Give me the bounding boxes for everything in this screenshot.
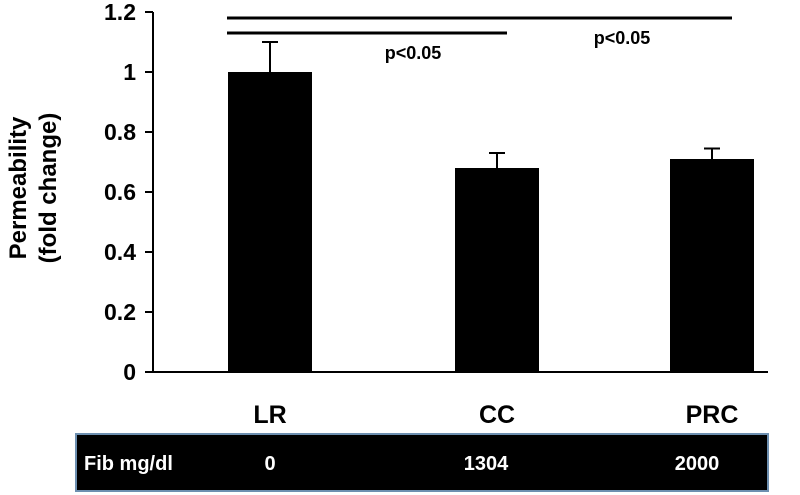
y-tick-label: 1.2 — [104, 0, 136, 25]
fibrinogen-table: Fib mg/dl 0 1304 2000 — [75, 433, 769, 492]
table-value: 1304 — [464, 453, 509, 475]
y-tick-label: 0.8 — [104, 119, 136, 145]
y-axis-title-line1: Permeability — [5, 116, 32, 259]
bar-prc — [670, 159, 754, 372]
y-axis-title-line2: (fold change) — [35, 113, 62, 264]
table-value: 0 — [264, 453, 275, 475]
y-tick-label: 0.4 — [104, 239, 136, 265]
y-tick-label: 0.2 — [104, 299, 136, 325]
bar-cc — [455, 168, 539, 372]
table-background — [75, 433, 769, 492]
axes — [152, 12, 768, 373]
x-category-label: PRC — [686, 401, 739, 429]
y-tick-label: 0.6 — [104, 179, 136, 205]
significance-label: p<0.05 — [385, 43, 442, 63]
y-axis-title: Permeability (fold change) — [5, 113, 62, 264]
y-tick-label: 1 — [123, 59, 136, 85]
table-header: Fib mg/dl — [84, 453, 173, 475]
significance-markers: p<0.05 p<0.05 — [227, 16, 732, 63]
bar-lr — [228, 72, 312, 372]
significance-label: p<0.05 — [594, 28, 651, 48]
x-category-label: CC — [479, 401, 515, 429]
table-value: 2000 — [675, 453, 720, 475]
bars — [228, 72, 754, 372]
x-category-label: LR — [253, 401, 286, 429]
x-axis-category-labels: LR CC PRC — [253, 401, 738, 429]
error-bars — [262, 41, 720, 168]
y-axis-ticks: 0 0.2 0.4 0.6 0.8 1 1.2 — [104, 0, 153, 385]
y-tick-label: 0 — [123, 359, 136, 385]
